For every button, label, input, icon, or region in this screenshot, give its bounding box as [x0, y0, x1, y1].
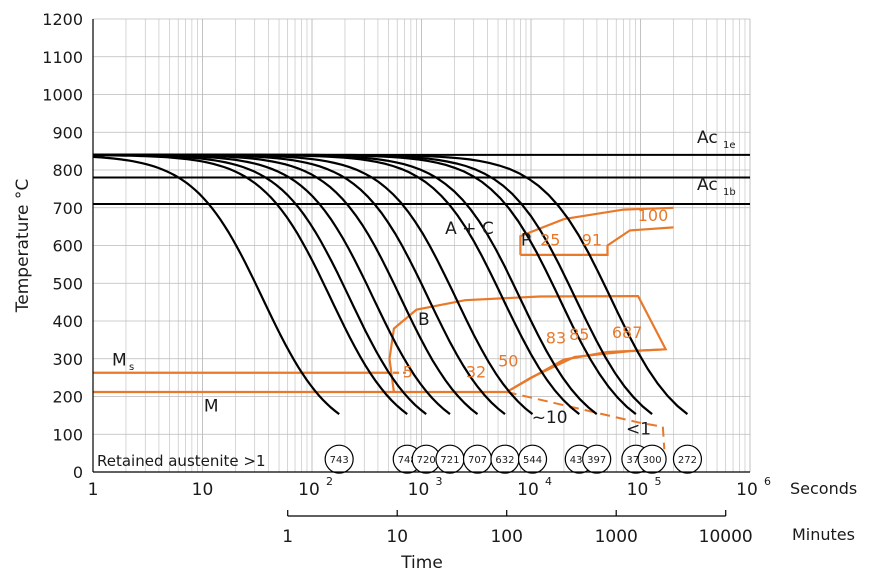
x-tick-exponent: 4: [545, 475, 552, 488]
cooling-curves: [92, 153, 689, 415]
y-tick-label: 1200: [42, 10, 83, 29]
y-tick-label: 600: [52, 237, 83, 256]
y-axis-title: Temperature °C: [13, 179, 33, 313]
minutes-label: Minutes: [792, 525, 855, 544]
x-tick-label: 10: [298, 480, 320, 500]
phase-label: M: [204, 397, 219, 417]
phase-boundaries: [93, 206, 674, 450]
hardness-circle: [517, 444, 548, 474]
x-tick-label: 10: [517, 480, 539, 500]
y-tick-label: 500: [52, 274, 83, 293]
transformation-percent: 25: [540, 231, 560, 250]
transformation-dashed-line: [506, 390, 666, 450]
x-tick-exponent: 5: [655, 475, 662, 488]
chart-labels: A + C P B M ~10 <1 5 32 50 83 85 687 25 91 100 M s Ac 1e Ac…: [97, 128, 736, 470]
y-tick-label: 200: [52, 388, 83, 407]
x-tick-label: 1: [88, 480, 99, 500]
hardness-value: 743: [330, 455, 349, 466]
ac-label-sub: 1b: [723, 187, 736, 198]
hardness-value: 544: [523, 455, 542, 466]
cooling-curve: [93, 154, 408, 415]
transformation-percent: 687: [612, 323, 643, 342]
axes: 0100200300400500600700800900100011001200…: [13, 10, 857, 573]
x-tick-label: 10: [192, 480, 214, 500]
x-tick-exponent: 6: [764, 475, 771, 488]
y-tick-label: 800: [52, 161, 83, 180]
grid: [92, 18, 751, 473]
phase-label: B: [418, 310, 430, 330]
hardness-value: 748: [398, 455, 417, 466]
retained-austenite-label: Retained austenite >1: [97, 452, 266, 470]
y-tick-label: 1100: [42, 48, 83, 67]
cooling-curve: [93, 153, 689, 415]
hardness-value: 632: [495, 455, 514, 466]
minutes-tick-label: 10: [386, 527, 408, 547]
minutes-tick-label: 1000: [595, 527, 638, 547]
phase-label: A + C: [445, 219, 494, 239]
hardness-circle: [582, 444, 612, 474]
hardness-value: 720: [417, 455, 436, 466]
minutes-tick-label: 100: [490, 527, 522, 547]
y-tick-label: 100: [52, 425, 83, 444]
y-tick-label: 1000: [42, 86, 83, 105]
hardness-value: 272: [678, 455, 697, 466]
pearlite-finish: [520, 226, 674, 256]
ac-label-sub: 1e: [723, 140, 736, 151]
transformation-percent: 100: [638, 206, 669, 225]
x-tick-exponent: 2: [326, 475, 333, 488]
phase-label: <1: [626, 419, 651, 439]
seconds-label: Seconds: [790, 479, 857, 498]
ms-label-sub: s: [129, 362, 134, 373]
minutes-tick-label: 1: [282, 527, 293, 547]
hardness-value: 439: [570, 455, 589, 466]
phase-label: ~10: [532, 408, 568, 428]
hardness-circle: [324, 444, 354, 474]
bainite-50-line: [506, 348, 666, 393]
transformation-percent: 91: [582, 231, 602, 250]
y-tick-label: 0: [73, 463, 83, 482]
cooling-curve: [93, 153, 451, 415]
hardness-value: 300: [643, 455, 662, 466]
ac-label: Ac: [697, 175, 718, 195]
transformation-percent: 32: [466, 363, 486, 382]
hardness-value: 371: [626, 455, 645, 466]
hardness-circle: [672, 444, 703, 474]
y-tick-label: 300: [52, 350, 83, 369]
cooling-curve: [93, 154, 427, 415]
hardness-circle: [637, 444, 667, 474]
transformation-percent: 50: [498, 351, 518, 370]
y-tick-label: 900: [52, 123, 83, 142]
bainite-region: [388, 294, 668, 393]
hardness-value: 397: [587, 455, 606, 466]
hardness-value: 707: [468, 455, 487, 466]
ms-label: M: [112, 351, 127, 371]
x-tick-exponent: 3: [436, 475, 443, 488]
x-axis-title: Time: [400, 553, 443, 573]
transformation-percent: 83: [546, 329, 566, 348]
x-tick-label: 10: [736, 480, 758, 500]
transformation-percent: 5: [403, 363, 413, 382]
phase-label: P: [521, 231, 531, 251]
hardness-value: 721: [440, 455, 459, 466]
cooling-curve: [92, 155, 340, 415]
minutes-tick-label: 10000: [699, 527, 753, 547]
y-tick-label: 700: [52, 199, 83, 218]
pearlite-start: [519, 206, 674, 255]
transformation-percent: 85: [569, 325, 589, 344]
ac-label: Ac: [697, 128, 718, 148]
x-tick-label: 10: [408, 480, 430, 500]
x-tick-label: 10: [627, 480, 649, 500]
y-tick-label: 400: [52, 312, 83, 331]
